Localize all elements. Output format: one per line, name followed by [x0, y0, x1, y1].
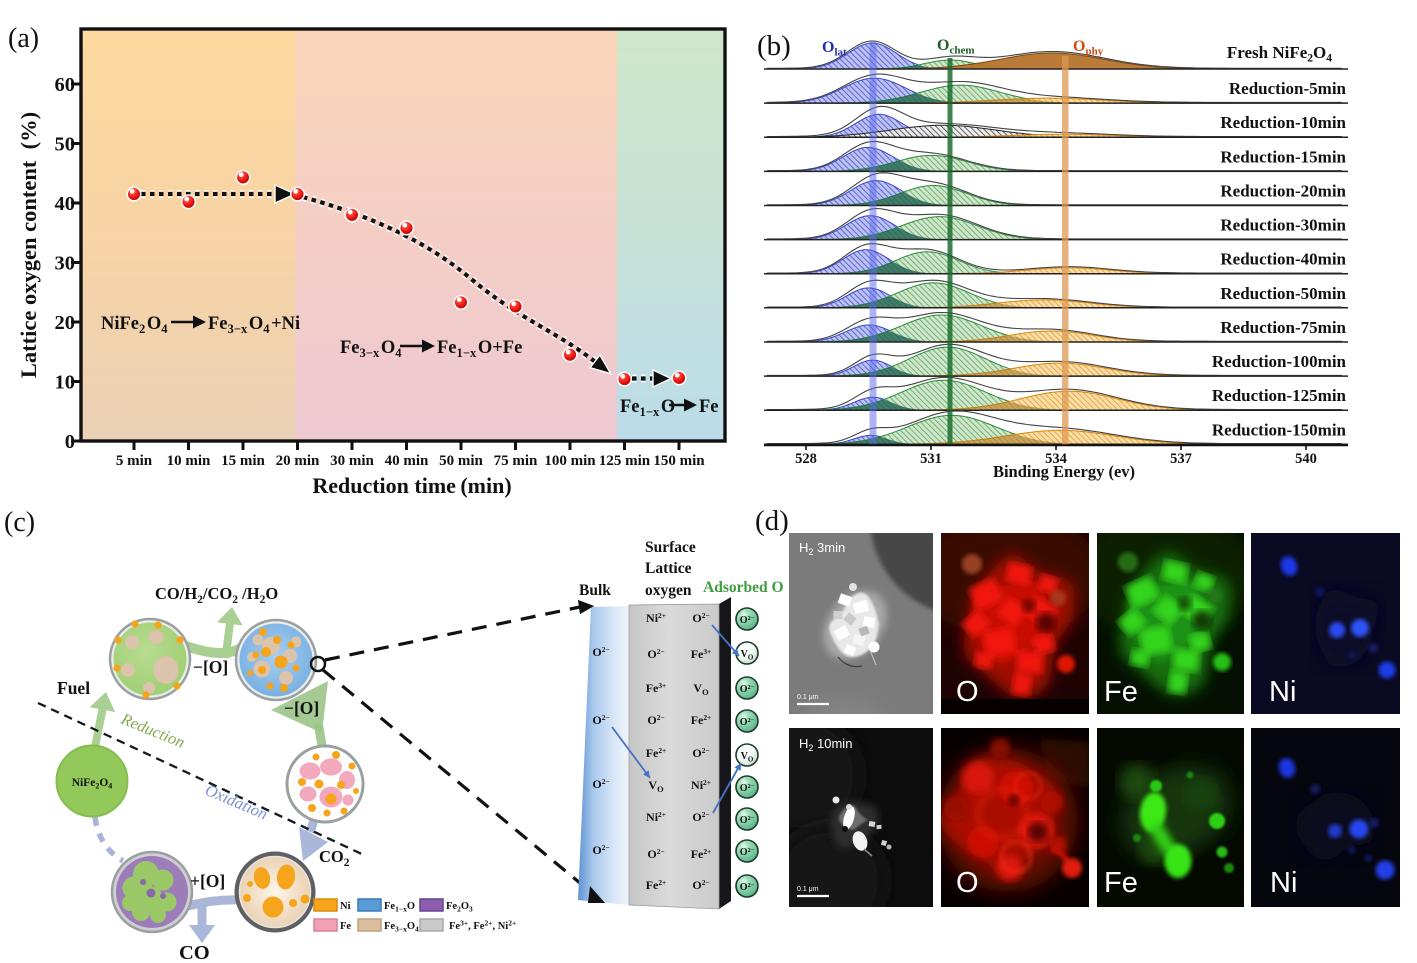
svg-text:O2−: O2− — [740, 882, 755, 893]
svg-text:Ni: Ni — [340, 901, 351, 912]
svg-text:Fe3−x O4 +Ni: Fe3−x O4 +Ni — [208, 314, 300, 336]
svg-text:Reduction-150min: Reduction-150min — [1212, 420, 1347, 439]
svg-text:Fe3+, Fe2+, Ni2+: Fe3+, Fe2+, Ni2+ — [449, 919, 516, 932]
svg-text:oxygen: oxygen — [645, 582, 692, 599]
svg-text:75 min: 75 min — [494, 453, 538, 469]
svg-text:20 min: 20 min — [276, 453, 320, 469]
svg-text:Binding Energy (ev): Binding Energy (ev) — [993, 462, 1135, 481]
svg-text:531: 531 — [920, 451, 942, 467]
svg-text:O2−: O2− — [740, 783, 755, 794]
svg-text:Lattice: Lattice — [645, 560, 692, 577]
svg-text:0.1 μm: 0.1 μm — [797, 886, 819, 893]
svg-text:0.1 μm: 0.1 μm — [797, 694, 819, 701]
svg-text:CO2: CO2 — [319, 847, 350, 869]
svg-text:Fe: Fe — [699, 397, 719, 417]
svg-text:10: 10 — [55, 372, 76, 394]
svg-text:H2 10min: H2 10min — [799, 736, 852, 753]
svg-text:60: 60 — [55, 74, 76, 96]
svg-text:CO: CO — [179, 942, 210, 963]
svg-text:30 min: 30 min — [330, 453, 374, 469]
svg-text:NiFe2 O4: NiFe2 O4 — [101, 314, 169, 336]
svg-text:Fe: Fe — [340, 921, 351, 932]
svg-text:−[O]: −[O] — [193, 657, 228, 677]
svg-text:Reduction-5min: Reduction-5min — [1229, 79, 1347, 98]
svg-text:0: 0 — [65, 431, 75, 453]
svg-text:20: 20 — [55, 312, 76, 334]
svg-text:O: O — [956, 676, 979, 708]
svg-text:528: 528 — [795, 451, 817, 467]
svg-text:Reduction-100min: Reduction-100min — [1212, 352, 1347, 371]
svg-text:537: 537 — [1170, 451, 1192, 467]
svg-text:Fe1−x O+Fe: Fe1−x O+Fe — [437, 338, 522, 360]
svg-text:Fe2O3: Fe2O3 — [446, 901, 473, 913]
svg-text:Reduction-50min: Reduction-50min — [1220, 284, 1346, 303]
svg-text:Fe3−x O4: Fe3−x O4 — [340, 338, 403, 360]
svg-text:50: 50 — [55, 134, 76, 156]
svg-text:Fresh NiFe2O4: Fresh NiFe2O4 — [1227, 43, 1332, 65]
svg-text:Ni: Ni — [1270, 867, 1297, 899]
svg-text:540: 540 — [1295, 451, 1317, 467]
svg-text:Bulk: Bulk — [579, 582, 611, 599]
svg-text:100 min: 100 min — [544, 453, 596, 469]
svg-text:30: 30 — [55, 253, 76, 275]
svg-text:O2−: O2− — [740, 847, 755, 858]
svg-text:Lattice oxygen content (%): Lattice oxygen content (%) — [16, 112, 41, 378]
svg-text:H2 3min: H2 3min — [799, 540, 845, 557]
svg-text:O2−: O2− — [740, 717, 755, 728]
svg-text:150 min: 150 min — [653, 453, 705, 469]
svg-text:Reduction-75min: Reduction-75min — [1220, 318, 1346, 337]
svg-text:Reduction-20min: Reduction-20min — [1220, 182, 1346, 201]
svg-text:15 min: 15 min — [221, 453, 265, 469]
svg-text:50 min: 50 min — [439, 453, 483, 469]
svg-text:Fe1−xO: Fe1−xO — [384, 901, 415, 913]
svg-text:534: 534 — [1045, 451, 1067, 467]
svg-text:Adsorbed O: Adsorbed O — [703, 579, 784, 596]
svg-text:(b): (b) — [757, 30, 791, 62]
svg-text:Fe: Fe — [1104, 676, 1138, 708]
svg-text:Fe1−x O: Fe1−x O — [620, 397, 675, 419]
svg-text:Ni: Ni — [1269, 676, 1296, 708]
svg-text:NiFe2O4: NiFe2O4 — [72, 777, 113, 791]
svg-text:CO/H2/CO2 /H2O: CO/H2/CO2 /H2O — [155, 584, 278, 606]
svg-text:Reduction time (min): Reduction time (min) — [312, 473, 511, 498]
svg-text:(c): (c) — [4, 507, 35, 538]
svg-text:40: 40 — [55, 193, 76, 215]
svg-text:Fuel: Fuel — [57, 678, 90, 698]
svg-text:Fe: Fe — [1104, 867, 1138, 899]
svg-text:Surface: Surface — [645, 539, 696, 556]
svg-text:+[O]: +[O] — [190, 871, 225, 891]
svg-text:Reduction-40min: Reduction-40min — [1220, 250, 1346, 269]
svg-text:125 min: 125 min — [599, 453, 651, 469]
svg-text:O2−: O2− — [740, 815, 755, 826]
svg-text:(a): (a) — [8, 23, 39, 54]
svg-text:O2−: O2− — [740, 615, 755, 626]
svg-text:Reduction-10min: Reduction-10min — [1220, 113, 1346, 132]
svg-text:40 min: 40 min — [385, 453, 429, 469]
svg-text:Reduction-30min: Reduction-30min — [1220, 216, 1346, 235]
svg-text:Reduction-15min: Reduction-15min — [1220, 147, 1346, 166]
svg-text:O: O — [956, 867, 979, 899]
svg-text:5 min: 5 min — [116, 453, 153, 469]
svg-text:O2−: O2− — [740, 684, 755, 695]
svg-text:10 min: 10 min — [167, 453, 211, 469]
svg-text:(d): (d) — [755, 505, 789, 537]
svg-text:−[O]: −[O] — [284, 698, 319, 718]
svg-text:Reduction-125min: Reduction-125min — [1212, 386, 1347, 405]
svg-text:Fe3−xO4: Fe3−xO4 — [384, 921, 419, 933]
